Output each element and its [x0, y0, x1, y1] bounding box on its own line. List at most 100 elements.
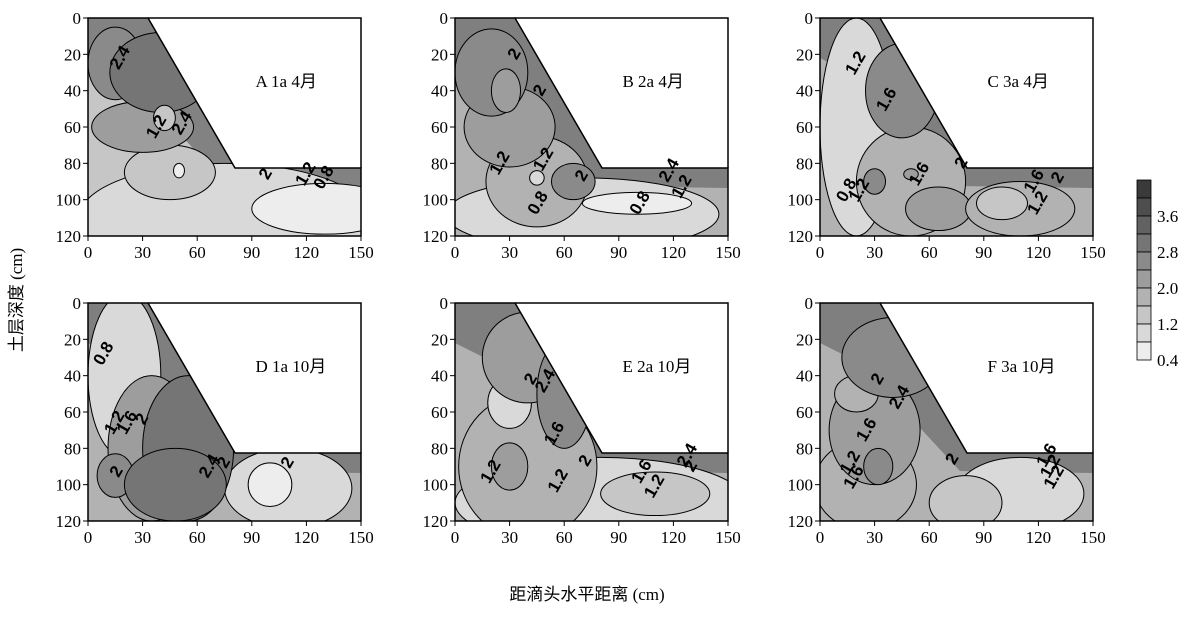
y-tick-label: 20	[64, 45, 81, 64]
y-tick-label: 80	[64, 439, 81, 458]
panel-b: 221.2 1.220.82.41.20.8B 2a 4月0 30 60 90 120 15…	[423, 9, 741, 262]
legend-swatch	[1136, 233, 1152, 253]
x-tick-label: 0	[84, 243, 93, 262]
y-tick-label: 80	[796, 439, 813, 458]
x-tick-label: 60	[921, 528, 938, 547]
y-tick-label: 0	[440, 294, 449, 313]
x-tick-label: 150	[715, 528, 741, 547]
x-tick-label: 0	[84, 528, 93, 547]
y-tick-label: 0	[73, 9, 82, 28]
y-tick-label: 20	[431, 45, 448, 64]
legend-label: 1.2	[1157, 315, 1178, 334]
x-tick-label: 60	[189, 528, 206, 547]
y-tick-label: 60	[64, 403, 81, 422]
x-tick-label: 0	[451, 243, 460, 262]
box-frame	[880, 17, 1094, 168]
x-tick-label: 30	[866, 243, 883, 262]
panel-title: A 1a 4月	[255, 72, 316, 91]
y-tick-label: 120	[423, 227, 449, 246]
y-tick-label: 120	[56, 512, 82, 531]
contour-region	[153, 104, 176, 132]
x-axis-title: 距滴头水平距离 (cm)	[509, 585, 664, 604]
x-tick-label: 120	[1026, 528, 1052, 547]
panels: 2.41.22.42 1.20.8A 1a 4月0 30 60 90 120 1500204…	[56, 9, 1106, 547]
x-tick-label: 90	[610, 528, 627, 547]
contour-region	[529, 170, 545, 186]
contour-region	[865, 42, 939, 139]
contour-region	[863, 168, 887, 195]
y-tick-label: 100	[788, 476, 814, 495]
contour-region	[581, 191, 693, 215]
x-tick-label: 0	[816, 528, 825, 547]
y-tick-label: 60	[431, 118, 448, 137]
contour-region	[251, 182, 361, 235]
x-tick-label: 120	[661, 243, 687, 262]
legend-swatch	[1136, 323, 1152, 343]
legend-label: 3.6	[1157, 207, 1178, 226]
y-tick-label: 60	[796, 118, 813, 137]
y-tick-label: 80	[431, 439, 448, 458]
legend-label: 0.4	[1157, 351, 1179, 370]
y-tick-label: 100	[788, 191, 814, 210]
y-tick-label: 120	[788, 512, 814, 531]
x-tick-label: 30	[134, 528, 151, 547]
box-frame	[880, 302, 1094, 453]
y-tick-label: 40	[431, 367, 448, 386]
contour-region	[903, 168, 919, 181]
contour-region	[863, 447, 894, 486]
legend-swatch	[1136, 179, 1152, 199]
x-tick-label: 90	[243, 528, 260, 547]
panel-a: 2.41.22.42 1.20.8A 1a 4月0 30 60 90 120 1500204…	[56, 9, 374, 262]
y-tick-label: 40	[796, 82, 813, 101]
x-tick-label: 90	[610, 243, 627, 262]
y-tick-label: 0	[440, 9, 449, 28]
x-tick-label: 60	[556, 243, 573, 262]
x-tick-label: 90	[975, 243, 992, 262]
panel-c: 1.21.621.60.81.2 1.621.2C 3a 4月0 30 60 90 120…	[788, 9, 1106, 262]
contour-region	[123, 144, 216, 201]
y-tick-label: 100	[56, 191, 82, 210]
contour-field	[820, 303, 1093, 521]
y-tick-label: 80	[64, 154, 81, 173]
box-frame	[515, 17, 729, 168]
x-tick-label: 90	[243, 243, 260, 262]
y-tick-label: 60	[796, 403, 813, 422]
y-tick-label: 0	[805, 9, 814, 28]
x-tick-label: 120	[661, 528, 687, 547]
y-tick-label: 0	[805, 294, 814, 313]
x-tick-label: 30	[501, 243, 518, 262]
y-tick-label: 80	[796, 154, 813, 173]
y-tick-label: 20	[796, 330, 813, 349]
x-tick-label: 120	[294, 528, 320, 547]
legend-swatch	[1136, 341, 1152, 361]
legend-label: 2.8	[1157, 243, 1178, 262]
y-tick-label: 100	[423, 476, 449, 495]
contour-region	[928, 475, 1003, 521]
panel-title: D 1a 10月	[255, 357, 326, 376]
contour-region	[247, 462, 293, 507]
x-tick-label: 150	[1080, 528, 1106, 547]
contour-region	[550, 162, 596, 201]
contour-field	[455, 18, 728, 236]
y-tick-label: 40	[431, 82, 448, 101]
legend-label: 2.0	[1157, 279, 1178, 298]
x-tick-label: 60	[189, 243, 206, 262]
legend-swatch	[1136, 251, 1152, 271]
y-tick-label: 120	[788, 227, 814, 246]
contour-region	[976, 186, 1028, 221]
y-axis-title: 土层深度 (cm)	[7, 248, 26, 352]
contour-region	[905, 186, 972, 232]
y-tick-label: 60	[431, 403, 448, 422]
y-tick-label: 20	[64, 330, 81, 349]
y-tick-label: 0	[73, 294, 82, 313]
y-tick-label: 100	[423, 191, 449, 210]
y-tick-label: 60	[64, 118, 81, 137]
legend-swatch	[1136, 197, 1152, 217]
box-frame	[148, 302, 362, 453]
x-tick-label: 150	[715, 243, 741, 262]
y-tick-label: 120	[423, 512, 449, 531]
y-tick-label: 40	[64, 367, 81, 386]
